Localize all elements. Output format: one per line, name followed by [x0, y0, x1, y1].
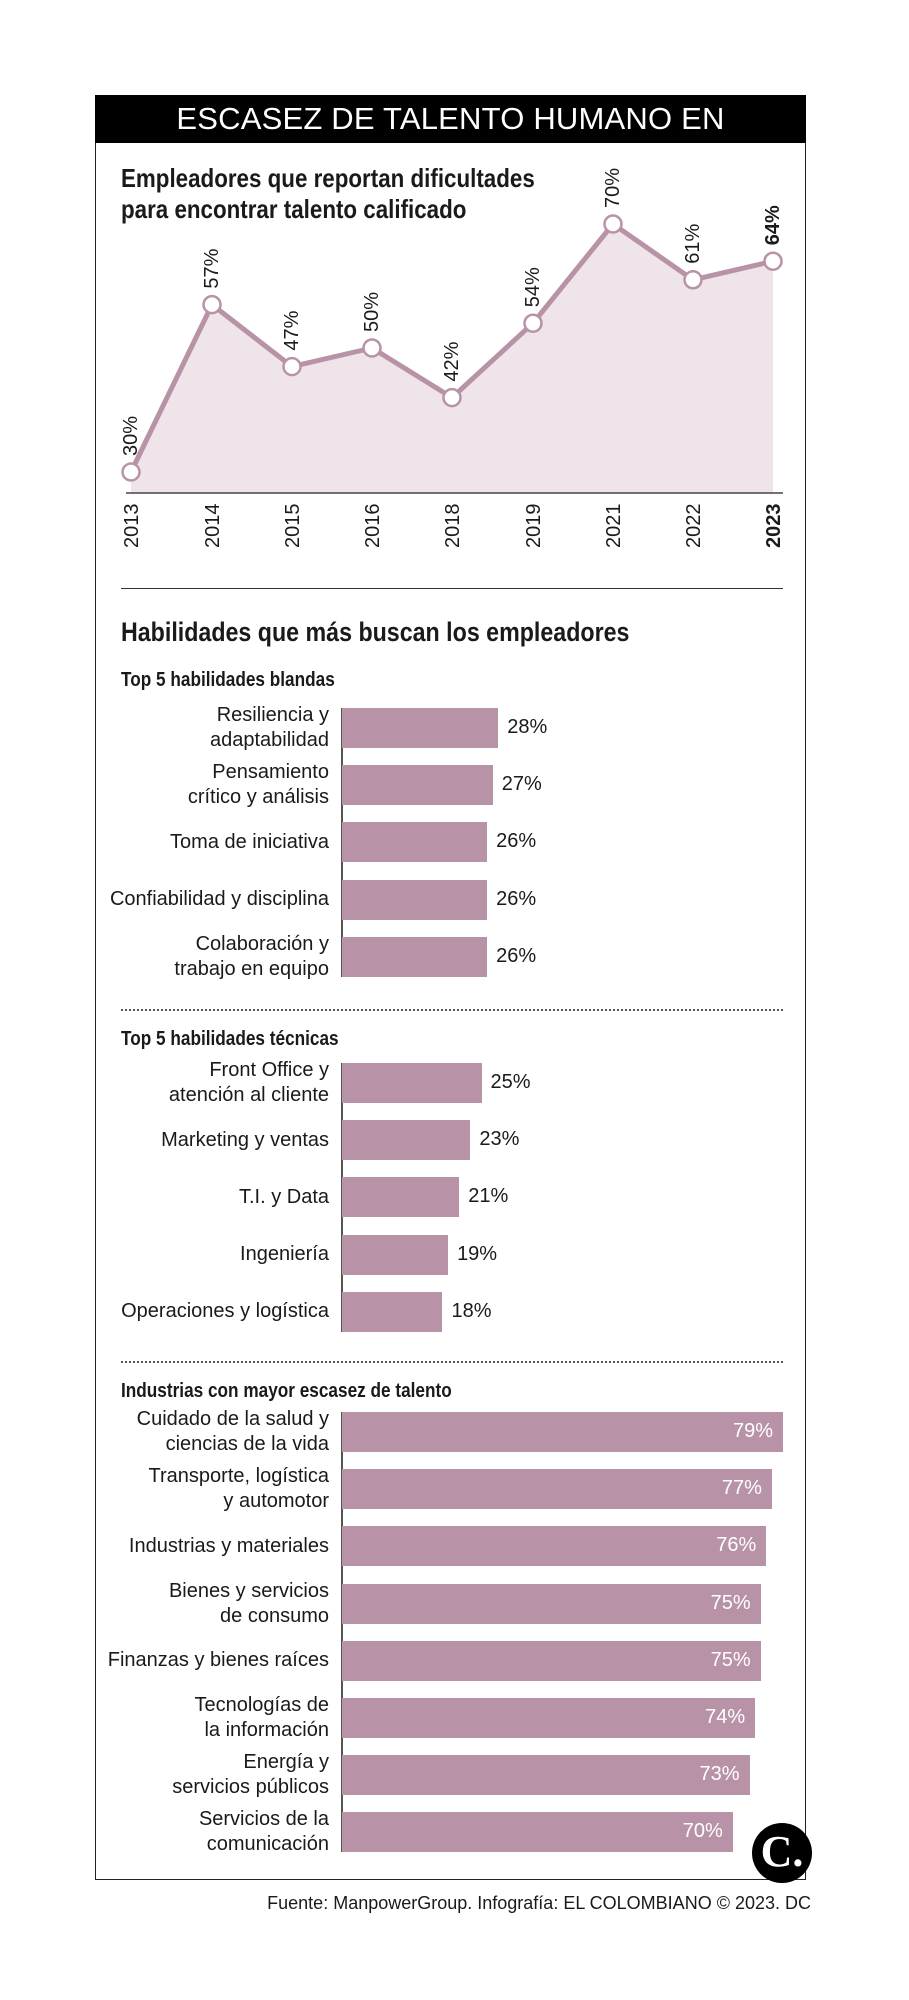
bar-axis: [341, 1412, 343, 1853]
tech-skill-label: T.I. y Data: [238, 1185, 329, 1208]
tech-skill-bar: [342, 1063, 482, 1103]
tech-skill-value: 21%: [468, 1185, 509, 1208]
tech-skill-value: 23%: [479, 1128, 520, 1151]
soft-skill-label: Confiabilidad y disciplina: [109, 888, 329, 911]
industry-value: 79%: [733, 1420, 774, 1442]
data-label: 70%: [602, 168, 624, 208]
soft-skill-value: 26%: [496, 830, 537, 853]
x-tick-label: 2019: [523, 504, 545, 549]
line-chart: 30% 2013 57% 2014 47% 2015 50% 2016 42% 2018 54% 20…: [120, 168, 785, 549]
data-label: 57%: [201, 248, 223, 288]
soft-skill-label: Toma de iniciativa: [170, 830, 329, 853]
tech-skill-value: 19%: [457, 1242, 498, 1265]
data-point: [523, 313, 543, 333]
industry-label: Industrias y materiales: [128, 1534, 329, 1557]
industry-bar: [342, 1812, 733, 1853]
industry-label: Transporte, logística y automotor: [148, 1465, 329, 1513]
industry-label: Cuidado de la salud y ciencias de la vid…: [136, 1408, 329, 1455]
tech-skill-value: 18%: [451, 1299, 492, 1322]
industry-label: Energía y servicios públicos: [172, 1751, 329, 1799]
soft-skill-bar: [342, 822, 488, 863]
industries-title: Industrias con mayor escasez de talento: [121, 1380, 452, 1402]
tech-skill-bar: [342, 1234, 449, 1275]
soft-skill-value: 26%: [496, 944, 537, 967]
x-tick-label: 2023: [763, 504, 785, 549]
industry-value: 70%: [682, 1820, 723, 1843]
industry-label: Tecnologías de la información: [194, 1694, 329, 1741]
area-fill: [131, 224, 773, 493]
x-tick-label: 2013: [121, 504, 143, 549]
data-point: [282, 356, 302, 377]
industry-value: 73%: [699, 1763, 740, 1786]
bar-axis: [341, 1063, 343, 1332]
industry-bar: [342, 1469, 772, 1510]
soft-skill-value: 28%: [507, 716, 548, 738]
x-tick-label: 2018: [442, 504, 464, 549]
data-label: 54%: [522, 267, 544, 307]
x-tick-label: 2014: [202, 504, 224, 549]
data-point: [121, 462, 141, 482]
industry-bar: [342, 1412, 783, 1452]
data-point: [683, 270, 703, 290]
data-label: 64%: [762, 205, 784, 245]
tech-skill-bar: [342, 1120, 471, 1161]
industry-bar: [342, 1526, 767, 1567]
soft-skill-bar: [342, 936, 488, 977]
tech-skills-title: Top 5 habilidades técnicas: [121, 1028, 339, 1050]
source-footer: Fuente: ManpowerGroup. Infografía: EL CO…: [267, 1893, 811, 1913]
tech-skill-label: Operaciones y logística: [121, 1300, 329, 1323]
soft-skills-title: Top 5 habilidades blandas: [121, 669, 335, 691]
industry-bar: [342, 1755, 750, 1796]
industry-value: 75%: [710, 1648, 751, 1671]
soft-skill-bar: [342, 879, 488, 920]
data-point: [763, 251, 783, 271]
industry-bar: [342, 1698, 756, 1738]
bar-axis: [341, 708, 343, 977]
data-label: 61%: [682, 224, 704, 264]
industry-value: 77%: [721, 1477, 762, 1500]
soft-skill-label: Colaboración y trabajo en equipo: [174, 932, 329, 980]
soft-skill-label: Resiliencia y adaptabilidad: [210, 704, 329, 751]
x-tick-label: 2022: [683, 504, 705, 549]
industry-label: Finanzas y bienes raíces: [107, 1649, 329, 1672]
industry-value: 74%: [705, 1706, 746, 1728]
soft-skill-label: Pensamiento crítico y análisis: [187, 761, 329, 809]
data-point: [442, 387, 462, 408]
data-label: 42%: [441, 341, 463, 381]
soft-skill-value: 27%: [501, 773, 542, 796]
industry-bar: [342, 1640, 761, 1681]
section-title: Habilidades que más buscan los empleador…: [121, 617, 630, 647]
industry-label: Servicios de la comunicación: [198, 1808, 329, 1856]
data-point: [362, 338, 382, 358]
industry-bar: [342, 1583, 761, 1624]
data-point: [202, 294, 222, 315]
tech-skill-label: Marketing y ventas: [161, 1128, 329, 1151]
data-point: [603, 214, 623, 234]
infographic-header: ESCASEZ DE TALENTO HUMANO EN COLOMBIA: [95, 95, 806, 184]
industry-label: Bienes y servicios de consumo: [168, 1579, 329, 1627]
x-tick-label: 2021: [603, 504, 625, 549]
data-label: 30%: [120, 416, 142, 456]
industry-value: 75%: [710, 1591, 751, 1614]
soft-skill-bar: [342, 765, 493, 806]
data-label: 50%: [361, 292, 383, 332]
tech-skill-label: Ingeniería: [240, 1243, 329, 1266]
tech-skill-value: 25%: [490, 1071, 531, 1093]
section-divider: [121, 588, 783, 589]
tech-skill-bar: [342, 1291, 443, 1332]
data-label: 47%: [281, 310, 303, 350]
tech-skill-label: Front Office y atención al cliente: [168, 1059, 329, 1106]
el-colombiano-logo: C.: [752, 1823, 812, 1883]
industry-value: 76%: [716, 1534, 757, 1557]
line-chart-title: Empleadores que reportan dificultades pa…: [121, 163, 535, 224]
tech-skill-bar: [342, 1177, 460, 1218]
dotted-divider: [121, 1009, 783, 1011]
dotted-divider: [121, 1361, 783, 1363]
x-tick-label: 2016: [362, 504, 384, 549]
soft-skill-bar: [342, 708, 499, 748]
x-tick-label: 2015: [282, 504, 304, 549]
soft-skill-value: 26%: [496, 887, 537, 910]
